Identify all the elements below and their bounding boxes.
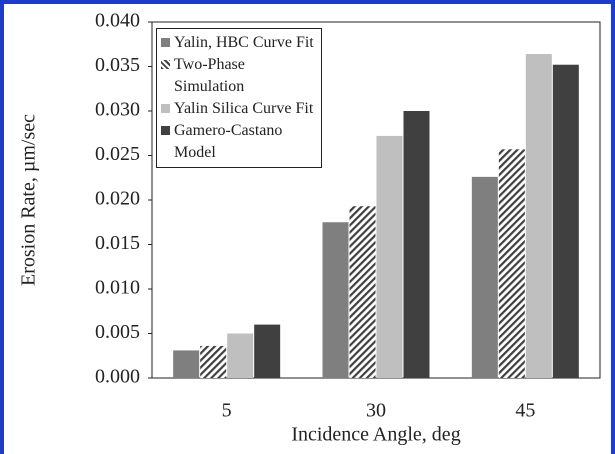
legend-item: Yalin Silica Curve Fit bbox=[161, 98, 317, 120]
x-tick-label: 30 bbox=[366, 400, 386, 422]
y-tick-label: 0.040 bbox=[95, 10, 140, 32]
bar bbox=[227, 333, 254, 378]
y-tick-label: 0.015 bbox=[95, 232, 140, 254]
bar bbox=[173, 350, 200, 378]
x-tick-label: 5 bbox=[222, 400, 232, 422]
bar bbox=[376, 135, 403, 378]
bar bbox=[322, 222, 349, 378]
y-axis-title: Erosion Rate, µm/sec bbox=[18, 114, 40, 286]
legend: Yalin, HBC Curve Fit Two-Phase Simulation… bbox=[156, 28, 322, 168]
bar bbox=[525, 54, 552, 378]
legend-item: Gamero-Castano Model bbox=[161, 120, 317, 164]
bar bbox=[254, 324, 281, 378]
y-tick-label: 0.035 bbox=[95, 54, 140, 76]
bar bbox=[403, 111, 430, 378]
legend-swatch bbox=[161, 126, 170, 135]
bar bbox=[349, 206, 376, 378]
bar bbox=[552, 64, 579, 378]
chart: Erosion Rate, µm/sec Incidence Angle, de… bbox=[18, 10, 601, 446]
legend-item: Two-Phase Simulation bbox=[161, 54, 317, 98]
y-tick-label: 0.020 bbox=[95, 188, 140, 210]
y-tick-label: 0.030 bbox=[95, 99, 140, 121]
y-tick-label: 0.000 bbox=[95, 366, 140, 388]
bar bbox=[498, 149, 525, 378]
legend-item: Yalin, HBC Curve Fit bbox=[161, 32, 317, 54]
x-tick-label: 45 bbox=[515, 400, 535, 422]
y-tick-label: 0.025 bbox=[95, 143, 140, 165]
legend-label: Gamero-Castano Model bbox=[174, 122, 283, 161]
legend-label: Yalin, HBC Curve Fit bbox=[174, 34, 314, 51]
y-tick-label: 0.005 bbox=[95, 321, 140, 343]
bar bbox=[200, 345, 227, 378]
legend-swatch bbox=[161, 38, 170, 47]
legend-swatch bbox=[161, 60, 170, 69]
legend-swatch bbox=[161, 104, 170, 113]
legend-label: Two-Phase Simulation bbox=[174, 56, 245, 95]
x-axis-title: Incidence Angle, deg bbox=[291, 424, 460, 446]
legend-label: Yalin Silica Curve Fit bbox=[174, 100, 314, 117]
y-tick-label: 0.010 bbox=[95, 277, 140, 299]
bar bbox=[471, 176, 498, 378]
